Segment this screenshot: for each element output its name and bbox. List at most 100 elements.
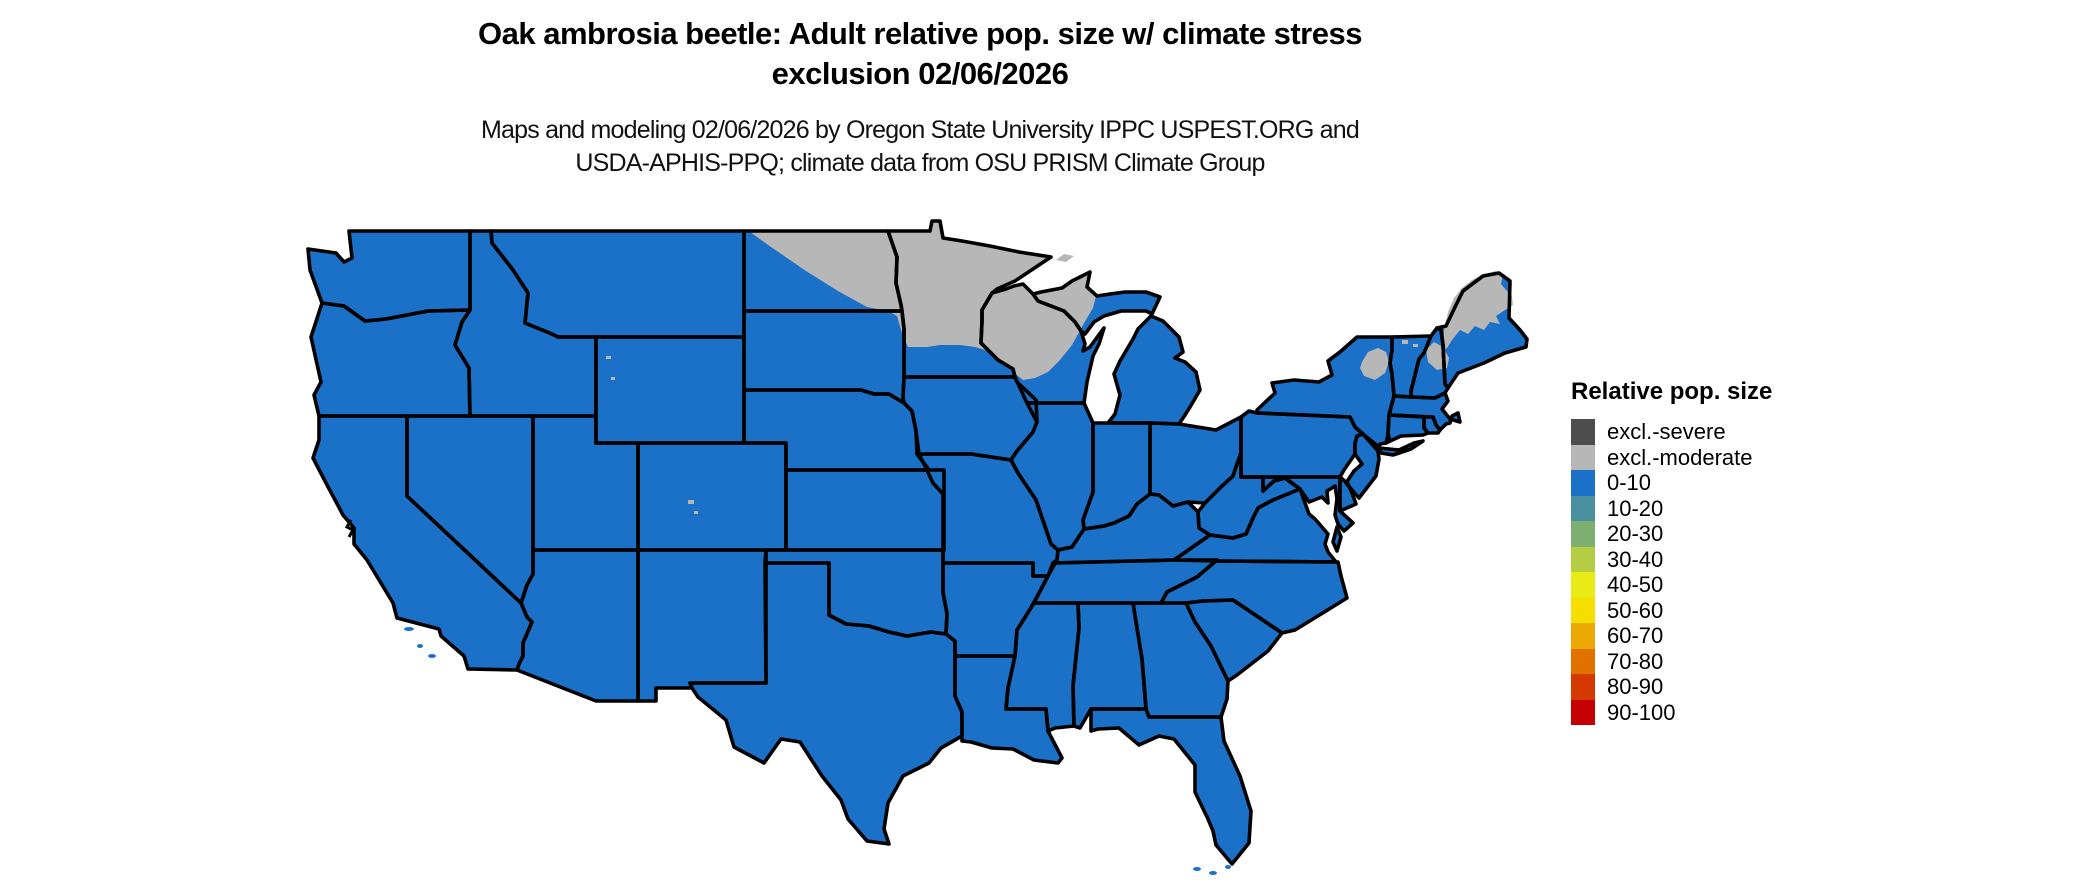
legend-swatch-icon [1571, 572, 1595, 598]
exclusion-moderate-zone-1 [750, 221, 1096, 380]
legend-item-label: 20-30 [1607, 521, 1664, 546]
state-fill-ny [1257, 337, 1394, 447]
legend-rows: excl.-severe excl.-moderate 0-10 10-20 20-30… [1571, 419, 2091, 725]
state-fill-oh [1150, 417, 1241, 506]
legend-item-70-80: 70-80 [1571, 648, 2091, 674]
legend-swatch-icon [1571, 419, 1595, 445]
state-fill-mt [491, 231, 744, 337]
state-border-li [1377, 439, 1425, 457]
legend-item-10-20: 10-20 [1571, 495, 2091, 521]
state-fill-ar [943, 563, 1048, 656]
state-fill-az [517, 550, 638, 701]
exclusion-moderate-speck [1413, 344, 1418, 347]
state-border-miup [1031, 270, 1162, 336]
legend-swatch-icon [1571, 546, 1595, 572]
legend-swatch-icon [1571, 470, 1595, 496]
legend-item-80-90: 80-90 [1571, 674, 2091, 700]
state-fill-ks [786, 470, 944, 550]
state-fill-al [1073, 603, 1146, 728]
legend-swatch-icon [1571, 623, 1595, 649]
state-fill-wy [596, 337, 744, 443]
state-border-fl [1089, 707, 1253, 866]
exclusion-moderate-zone-2 [1443, 271, 1513, 350]
state-fill-ne [744, 390, 929, 470]
legend-item-label: 50-60 [1607, 597, 1664, 623]
sf-bay-inlet [344, 519, 356, 538]
state-fill-sc [1186, 600, 1282, 681]
legend-title: Relative pop. size [1571, 378, 1773, 405]
state-fill-ct [1386, 415, 1428, 443]
state-border-nc [1159, 558, 1349, 635]
state-fill-md [1241, 477, 1353, 531]
state-border-vaes [1331, 525, 1343, 553]
legend-item-label: 60-70 [1607, 623, 1664, 648]
state-fill-ms [1006, 603, 1079, 731]
state-fill-wa [308, 231, 470, 321]
state-fill-de [1340, 477, 1356, 511]
state-fill-va [1174, 489, 1336, 562]
exclusion-moderate-zone-5 [1056, 254, 1074, 262]
legend-item-0-10: 0-10 [1571, 470, 2091, 496]
island-dot [428, 654, 436, 658]
legend-item-label: 10-20 [1607, 495, 1664, 521]
legend-item-20-30: 20-30 [1571, 521, 2091, 547]
state-fill-ma [1389, 393, 1460, 430]
legend-swatch-icon [1571, 674, 1595, 700]
state-border-me [1435, 271, 1529, 390]
state-fill-in [1083, 423, 1150, 529]
exclusion-moderate-speck [694, 511, 698, 514]
exclusion-moderate-speck [1402, 340, 1408, 344]
state-fill-co [638, 443, 786, 550]
legend-swatch-icon [1571, 699, 1595, 725]
state-fill-fl [1091, 709, 1251, 864]
legend-item-label: 90-100 [1607, 699, 1676, 725]
state-fill-wv [1198, 453, 1300, 538]
exclusion-moderate-speck [611, 377, 615, 380]
state-border-milp [1106, 314, 1202, 426]
island-dot [1209, 871, 1217, 875]
island-dot [404, 627, 414, 631]
state-fill-milp [1108, 316, 1200, 424]
exclusion-moderate-zone-4 [1360, 348, 1389, 380]
legend-swatch-icon [1571, 648, 1595, 674]
state-fill-nm [638, 550, 766, 701]
state-fill-pa [1241, 411, 1363, 477]
legend-item-90-100: 90-100 [1571, 699, 2091, 725]
exclusion-moderate-speck [688, 500, 694, 504]
state-fill-ut [533, 416, 638, 550]
legend-item-label: 70-80 [1607, 648, 1664, 674]
island-dot [417, 644, 423, 648]
legend-item-excl.-severe: excl.-severe [1571, 419, 2091, 445]
legend-swatch-icon [1571, 444, 1595, 470]
legend-item-label: excl.-severe [1607, 419, 1726, 444]
state-fill-tn [1034, 560, 1217, 603]
island-dot [1193, 867, 1201, 871]
legend-item-label: 0-10 [1607, 470, 1652, 495]
legend-item-label: 80-90 [1607, 674, 1664, 699]
legend-item-excl.-moderate: excl.-moderate [1571, 444, 2091, 470]
state-fill-or [311, 303, 470, 416]
state-fill-nv [407, 416, 533, 603]
legend-item-30-40: 30-40 [1571, 546, 2091, 572]
legend: Relative pop. size excl.-severe excl.-mod… [1571, 378, 2091, 725]
legend-item-60-70: 60-70 [1571, 623, 2091, 649]
legend-swatch-icon [1571, 521, 1595, 547]
state-fill-vt [1390, 336, 1431, 397]
exclusion-moderate-speck [606, 356, 611, 359]
state-fill-ok [765, 550, 947, 636]
legend-item-50-60: 50-60 [1571, 597, 2091, 623]
legend-item-40-50: 40-50 [1571, 572, 2091, 598]
legend-item-label: excl.-moderate [1607, 444, 1753, 470]
legend-swatch-icon [1571, 495, 1595, 521]
state-fill-ca [313, 416, 532, 670]
state-fill-mo [919, 454, 1058, 576]
state-border-ct [1384, 413, 1430, 445]
legend-item-label: 40-50 [1607, 572, 1664, 597]
island-dot [1225, 865, 1231, 869]
state-fill-nc [1161, 560, 1347, 633]
state-fill-ga [1133, 603, 1228, 717]
state-fill-il [1011, 403, 1093, 550]
state-fill-ia [903, 377, 1037, 460]
